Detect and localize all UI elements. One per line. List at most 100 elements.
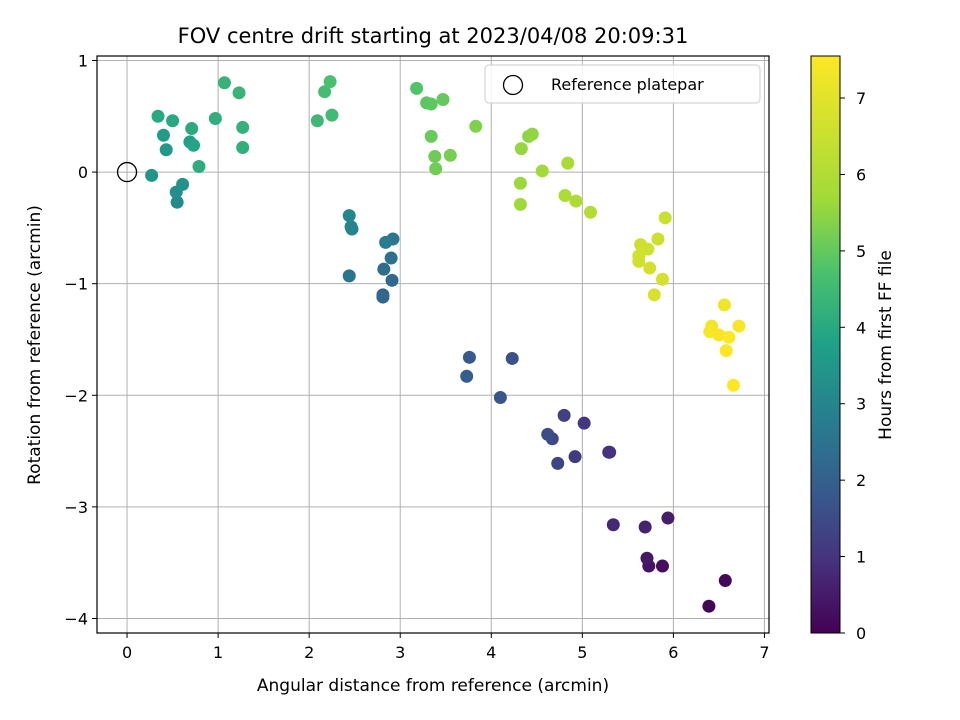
data-point	[722, 330, 736, 344]
data-point	[443, 148, 457, 162]
data-point	[176, 177, 190, 191]
data-points	[145, 75, 746, 613]
data-point	[166, 114, 180, 128]
colorbar-label: Hours from first FF file	[876, 250, 896, 440]
colorbar: 0 1 2 3 4 5 6 7 Hours from first FF file	[810, 55, 896, 643]
data-point	[647, 288, 661, 302]
y-tick-label: −3	[64, 498, 88, 517]
data-point	[658, 211, 672, 225]
data-point	[376, 290, 390, 304]
data-point	[732, 319, 746, 333]
data-point	[410, 81, 424, 95]
data-point	[379, 235, 393, 249]
data-point	[424, 129, 438, 143]
data-point	[557, 408, 571, 422]
x-tick-label: 5	[577, 643, 587, 662]
x-tick-label: 6	[668, 643, 678, 662]
data-point	[561, 156, 575, 170]
data-point	[159, 143, 173, 157]
x-axis-ticks: 0 1 2 3 4 5 6 7	[122, 633, 770, 662]
legend-label: Reference platepar	[551, 75, 704, 94]
data-point	[185, 122, 199, 136]
data-point	[568, 450, 582, 464]
x-axis-label: Angular distance from reference (arcmin)	[257, 676, 609, 696]
data-point	[535, 164, 549, 178]
colorbar-ticks: 0 1 2 3 4 5 6 7	[840, 89, 866, 643]
data-point	[551, 456, 565, 470]
data-point	[318, 85, 332, 99]
data-point	[493, 391, 507, 405]
data-point	[643, 261, 657, 275]
data-point	[428, 149, 442, 163]
data-point	[525, 127, 539, 141]
data-point	[232, 86, 246, 100]
data-point	[513, 197, 527, 211]
data-point	[429, 162, 443, 176]
data-point	[584, 205, 598, 219]
colorbar-tick-label: 0	[856, 624, 866, 643]
y-tick-label: −2	[64, 386, 88, 405]
colorbar-tick-label: 6	[856, 165, 866, 184]
colorbar-tick-label: 7	[856, 89, 866, 108]
data-point	[505, 351, 519, 365]
reference-point-marker	[116, 161, 138, 183]
data-point	[641, 242, 655, 256]
data-point	[661, 511, 675, 525]
y-tick-label: −1	[64, 275, 88, 294]
data-point	[462, 350, 476, 364]
x-tick-label: 2	[304, 643, 314, 662]
data-point	[717, 298, 731, 312]
legend-marker	[502, 74, 524, 96]
data-point	[145, 168, 159, 182]
data-point	[719, 344, 733, 358]
data-point	[192, 159, 206, 173]
data-point	[342, 209, 356, 223]
data-point	[640, 551, 654, 565]
data-point	[541, 427, 555, 441]
data-point	[310, 114, 324, 128]
data-point	[385, 273, 399, 287]
data-point	[325, 108, 339, 122]
y-tick-label: −4	[64, 609, 88, 628]
data-point	[569, 194, 583, 208]
data-point	[460, 369, 474, 383]
x-tick-label: 7	[759, 643, 769, 662]
data-point	[208, 111, 222, 125]
data-point	[558, 189, 572, 203]
data-point	[217, 76, 231, 90]
data-point	[323, 75, 337, 89]
data-point	[187, 138, 201, 152]
colorbar-tick-label: 2	[856, 471, 866, 490]
data-point	[718, 574, 732, 588]
data-point	[513, 176, 527, 190]
data-point	[170, 195, 184, 209]
chart-title: FOV centre drift starting at 2023/04/08 …	[178, 24, 689, 48]
reference-marker-layer	[116, 161, 138, 183]
colorbar-tick-label: 5	[856, 242, 866, 261]
x-tick-label: 0	[122, 643, 132, 662]
data-point	[342, 269, 356, 283]
y-tick-label: 0	[78, 163, 88, 182]
legend: Reference platepar	[484, 64, 761, 104]
data-point	[384, 251, 398, 265]
data-point	[236, 120, 250, 134]
data-point	[344, 220, 358, 234]
data-point	[156, 128, 170, 142]
data-point	[377, 262, 391, 276]
data-point	[702, 599, 716, 613]
x-tick-label: 4	[486, 643, 496, 662]
colorbar-tick-label: 1	[856, 548, 866, 567]
data-point	[606, 518, 620, 532]
y-tick-label: 1	[78, 51, 88, 70]
data-point	[577, 416, 591, 430]
y-axis-label: Rotation from reference (arcmin)	[25, 205, 45, 485]
data-point	[424, 97, 438, 111]
data-point	[726, 378, 740, 392]
data-point	[712, 328, 726, 342]
data-point	[236, 141, 250, 155]
legend-box	[484, 64, 761, 104]
data-point	[655, 559, 669, 573]
data-point	[514, 142, 528, 156]
colorbar-gradient	[810, 55, 841, 634]
